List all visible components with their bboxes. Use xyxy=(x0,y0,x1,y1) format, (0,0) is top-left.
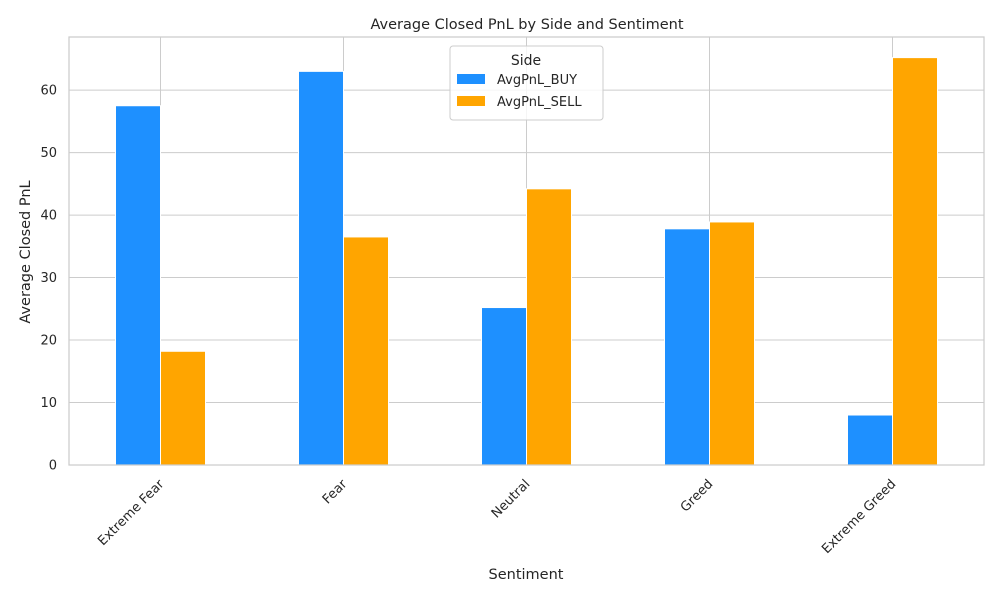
bar-sell xyxy=(343,236,389,466)
x-axis-label: Sentiment xyxy=(489,567,564,583)
bar-buy xyxy=(847,414,893,466)
legend-label-sell: AvgPnL_SELL xyxy=(497,95,582,110)
legend-box xyxy=(449,45,604,121)
bar-sell xyxy=(526,188,572,466)
bars xyxy=(115,57,938,466)
y-axis-label: Average Closed PnL xyxy=(18,180,34,323)
bar-buy xyxy=(481,307,527,466)
plot-frame xyxy=(68,36,985,466)
bar-sell xyxy=(892,57,938,466)
y-tick-label: 10 xyxy=(40,396,57,411)
bar-buy xyxy=(664,228,710,466)
legend-label-buy: AvgPnL_BUY xyxy=(497,73,577,88)
y-tick-label: 60 xyxy=(40,84,57,99)
y-axis-ticks: 0 10 20 30 40 50 60 xyxy=(40,84,57,474)
legend-swatch-buy xyxy=(457,74,485,84)
bar-sell xyxy=(709,221,755,466)
legend: Side AvgPnL_BUY AvgPnL_SELL xyxy=(449,45,604,121)
y-tick-label: 30 xyxy=(40,271,57,286)
x-tick-label: Greed xyxy=(678,477,716,515)
y-tick-label: 50 xyxy=(40,146,57,161)
x-tick-label: Extreme Greed xyxy=(819,477,899,557)
bar-buy xyxy=(115,105,161,466)
x-tick-label: Neutral xyxy=(489,477,534,522)
chart-title: Average Closed PnL by Side and Sentiment xyxy=(370,17,683,33)
bar-sell xyxy=(160,350,206,466)
x-tick-label: Extreme Fear xyxy=(95,476,168,549)
bar-buy xyxy=(298,70,344,466)
x-tick-label: Fear xyxy=(320,476,351,507)
y-tick-label: 0 xyxy=(49,459,57,474)
x-axis-ticks: Extreme Fear Fear Neutral Greed Extreme Gree… xyxy=(95,476,899,557)
y-tick-label: 40 xyxy=(40,209,57,224)
legend-swatch-sell xyxy=(457,96,485,106)
y-tick-label: 20 xyxy=(40,334,57,349)
legend-title: Side xyxy=(511,53,541,69)
